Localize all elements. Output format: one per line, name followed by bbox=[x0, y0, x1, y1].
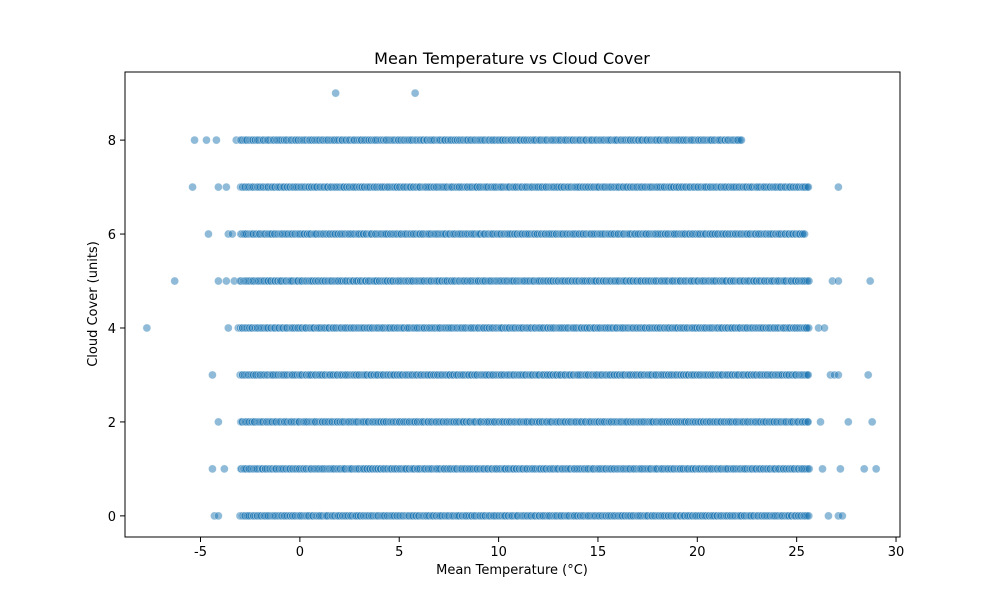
scatter-point bbox=[863, 370, 873, 380]
scatter-point bbox=[800, 229, 809, 239]
y-tick-label: 8 bbox=[108, 134, 116, 149]
scatter-point bbox=[834, 370, 843, 380]
scatter-point bbox=[214, 182, 223, 192]
scatter-point bbox=[834, 182, 843, 192]
scatter-point bbox=[803, 417, 813, 427]
scatter-point bbox=[331, 88, 340, 98]
scatter-point bbox=[737, 135, 746, 145]
scatter-point bbox=[816, 417, 825, 427]
scatter-point bbox=[824, 511, 833, 521]
scatter-point bbox=[204, 229, 213, 239]
x-tick-label: 25 bbox=[788, 545, 805, 560]
scatter-point bbox=[818, 464, 827, 474]
y-axis-label: Cloud Cover (units) bbox=[86, 241, 101, 367]
scatter-point bbox=[202, 135, 211, 145]
scatter-point bbox=[142, 323, 152, 333]
scatter-point bbox=[188, 182, 197, 192]
y-tick-label: 2 bbox=[108, 416, 116, 431]
scatter-point bbox=[844, 417, 853, 427]
scatter-point bbox=[804, 276, 814, 286]
scatter-point bbox=[836, 464, 845, 474]
x-tick-label: 20 bbox=[689, 545, 706, 560]
scatter-point bbox=[190, 135, 199, 145]
scatter-point bbox=[804, 182, 813, 192]
y-tick-label: 0 bbox=[108, 510, 116, 525]
scatter-point bbox=[859, 464, 869, 474]
scatter-point bbox=[212, 135, 221, 145]
scatter-points bbox=[142, 88, 881, 521]
x-tick-label: -5 bbox=[194, 545, 207, 560]
x-tick-label: 5 bbox=[395, 545, 403, 560]
y-axis-ticks: 0 2 4 6 8 bbox=[108, 134, 125, 525]
scatter-point bbox=[820, 323, 829, 333]
scatter-point bbox=[867, 417, 877, 427]
chart-title: Mean Temperature vs Cloud Cover bbox=[374, 49, 650, 68]
scatter-point bbox=[804, 511, 814, 521]
scatter-point bbox=[222, 276, 231, 286]
x-tick-label: 15 bbox=[590, 545, 607, 560]
y-tick-label: 4 bbox=[108, 322, 116, 337]
scatter-point bbox=[838, 511, 847, 521]
scatter-point bbox=[410, 88, 420, 98]
scatter-point bbox=[224, 323, 233, 333]
x-tick-label: 10 bbox=[490, 545, 507, 560]
x-axis-ticks: -5 0 5 10 15 20 25 30 bbox=[194, 537, 904, 560]
scatter-point bbox=[804, 464, 814, 474]
scatter-point bbox=[214, 511, 223, 521]
scatter-point bbox=[228, 229, 237, 239]
x-axis-label: Mean Temperature (°C) bbox=[436, 563, 588, 578]
scatter-point bbox=[871, 464, 881, 474]
scatter-point bbox=[220, 464, 229, 474]
scatter-point bbox=[214, 276, 223, 286]
scatter-point bbox=[208, 464, 217, 474]
scatter-point bbox=[834, 276, 843, 286]
scatter-point bbox=[214, 417, 223, 427]
scatter-point bbox=[804, 323, 814, 333]
y-tick-label: 6 bbox=[108, 228, 116, 243]
x-tick-label: 0 bbox=[296, 545, 304, 560]
x-tick-label: 30 bbox=[888, 545, 905, 560]
scatter-point bbox=[222, 182, 231, 192]
scatter-point bbox=[865, 276, 875, 286]
scatter-point bbox=[170, 276, 179, 286]
scatter-point bbox=[803, 370, 813, 380]
scatter-point bbox=[208, 370, 217, 380]
